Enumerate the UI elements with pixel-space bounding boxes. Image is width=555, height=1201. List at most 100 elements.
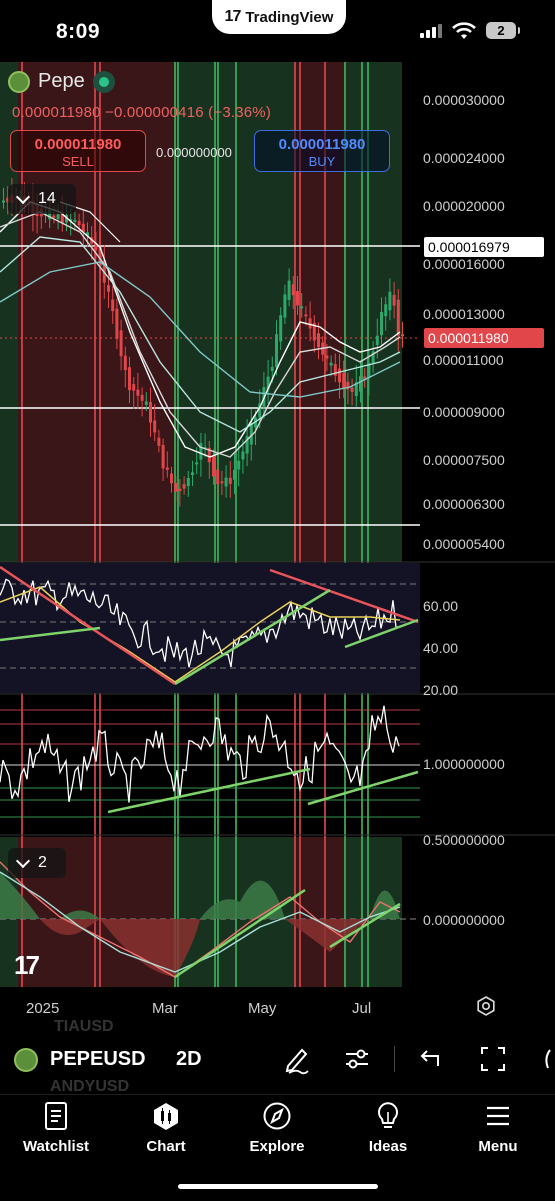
price-axis-label: 0.000009000	[423, 404, 505, 420]
spread-value: 0.000000000	[156, 145, 232, 160]
market-open-icon	[92, 70, 115, 93]
tab-explore[interactable]: Explore	[227, 1100, 327, 1155]
candle-body	[354, 382, 358, 397]
candle-body	[270, 366, 274, 372]
candle-body	[174, 483, 178, 492]
more-tools-icon[interactable]	[534, 1042, 555, 1076]
battery-icon: 2	[486, 22, 520, 39]
candle-body	[136, 389, 140, 396]
candle-body	[342, 373, 346, 389]
legend-row[interactable]: Pepe	[8, 70, 115, 93]
price-axis-label: 0.000024000	[423, 150, 505, 166]
rsi-axis-label: 40.00	[423, 640, 459, 656]
candle-body	[291, 284, 295, 296]
candle-body	[241, 451, 245, 460]
candle-body	[308, 318, 312, 329]
candle-body	[132, 384, 136, 391]
candle-body	[375, 335, 379, 346]
candle-body	[65, 215, 68, 223]
settings-gear-icon[interactable]	[476, 996, 496, 1016]
current-level-label: 0.000016979	[424, 237, 544, 257]
candle-body	[296, 291, 299, 306]
candle-body	[60, 212, 64, 223]
candle-body	[170, 473, 173, 484]
candle-body	[216, 469, 220, 485]
tab-watchlist[interactable]: Watchlist	[6, 1100, 106, 1155]
tradingview-watermark-icon: 17	[14, 950, 40, 980]
candle-body	[165, 467, 169, 470]
candle-body	[77, 220, 81, 226]
candle-body	[199, 443, 203, 460]
tab-explore-label: Explore	[249, 1138, 305, 1155]
candle-body	[380, 312, 383, 336]
signal-band	[345, 62, 362, 562]
legend-ohlc: 0.000011980 −0.000000416 (−3.36%)	[12, 104, 272, 121]
histogram-pane	[0, 861, 420, 979]
tab-chart[interactable]: Chart	[116, 1100, 216, 1155]
sell-label: SELL	[62, 154, 94, 169]
signal-band	[325, 62, 345, 562]
tab-ideas[interactable]: Ideas	[338, 1100, 438, 1155]
histogram-negative	[40, 919, 370, 977]
candle-body	[275, 334, 278, 368]
draw-pen-icon[interactable]	[280, 1042, 314, 1076]
buy-label: BUY	[308, 154, 336, 169]
compass-icon	[263, 1102, 291, 1130]
tab-menu[interactable]: Menu	[448, 1100, 548, 1155]
price-axis-label: 0.000011000	[423, 352, 504, 368]
candle-body	[237, 460, 241, 470]
candle-body	[119, 330, 123, 357]
indicator-settings-icon[interactable]	[340, 1042, 374, 1076]
chart-icon	[154, 1103, 178, 1130]
candle-body	[228, 477, 232, 484]
last-price-label: 0.000011980	[424, 328, 544, 348]
price-chart[interactable]	[0, 62, 555, 1032]
candle-body	[195, 462, 199, 465]
time-label-2025: 2025	[26, 1000, 60, 1017]
buy-button[interactable]: 0.000011980 BUY	[254, 130, 390, 172]
candle-body	[224, 477, 228, 487]
undo-icon[interactable]	[412, 1042, 446, 1076]
candle-body	[153, 420, 157, 433]
oscillator-pane	[0, 705, 420, 818]
oscillator-trendline	[107, 767, 311, 814]
candle-body	[363, 376, 367, 381]
ghost-symbol-below: ANDYUSD	[50, 1078, 130, 1095]
candle-body	[98, 247, 102, 267]
candle-body	[304, 314, 308, 317]
candle-body	[333, 364, 337, 376]
candle-body	[233, 470, 236, 480]
candle-body	[258, 403, 262, 418]
interval-selector[interactable]: 2D	[176, 1048, 202, 1070]
tradingview-pill[interactable]: 17 TradingView	[212, 0, 346, 34]
symbol-name[interactable]: PEPEUSD	[50, 1048, 146, 1070]
candle-body	[396, 299, 400, 336]
rsi-line	[0, 578, 400, 668]
candle-body	[300, 306, 304, 309]
indicator-collapse-button[interactable]: 14	[8, 184, 76, 214]
candle-body	[73, 219, 77, 223]
cellular-signal-icon	[420, 24, 442, 38]
candle-body	[191, 472, 194, 476]
chevron-down-icon	[15, 853, 31, 868]
candle-body	[178, 488, 182, 492]
oscillator-trendline	[307, 770, 419, 806]
sell-button[interactable]: 0.000011980 SELL	[10, 130, 146, 172]
fullscreen-icon[interactable]	[476, 1042, 510, 1076]
signal-band	[345, 837, 362, 987]
candle-body	[245, 436, 249, 454]
oscillator-line	[0, 705, 400, 803]
oscillator-collapse-button[interactable]: 2	[8, 848, 66, 878]
moving-average-line	[0, 211, 401, 458]
candle-body	[329, 362, 333, 366]
oscillator-count: 2	[38, 854, 47, 871]
chevron-down-icon	[15, 189, 31, 204]
rsi-trendline	[0, 565, 176, 686]
candle-body	[149, 401, 152, 423]
histogram-trendline	[329, 902, 401, 949]
price-axis-label: 0.000005400	[423, 536, 505, 552]
watchlist-icon	[45, 1102, 67, 1130]
candle-body	[220, 481, 224, 484]
candle-body	[123, 355, 127, 371]
symbol-logo-icon[interactable]	[14, 1048, 38, 1072]
